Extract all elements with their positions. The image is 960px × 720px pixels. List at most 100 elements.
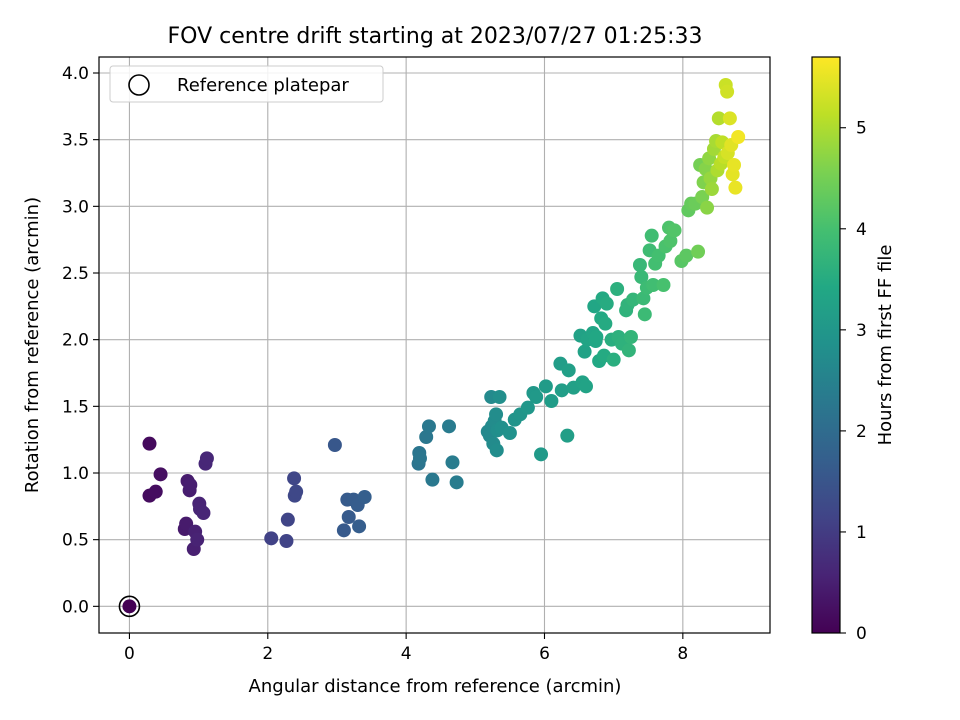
colorbar-tick-label: 4 [856, 220, 867, 240]
data-point [352, 519, 367, 534]
data-point [538, 379, 553, 394]
colorbar: 0 1 2 3 4 5 Hours from first FF file [811, 56, 896, 644]
data-point [425, 472, 440, 487]
data-point [142, 436, 157, 451]
data-point [636, 291, 651, 306]
data-point [529, 390, 544, 404]
data-point [520, 400, 535, 415]
data-point [623, 330, 638, 344]
data-point [663, 234, 678, 248]
data-point [632, 258, 647, 272]
data-point [336, 523, 351, 538]
data-point [554, 383, 569, 398]
data-point [731, 130, 746, 144]
legend-reference-marker [128, 74, 150, 96]
data-point [644, 228, 659, 243]
data-point [700, 200, 715, 215]
data-point [421, 419, 436, 434]
y-tick-label: 3.5 [62, 131, 89, 151]
y-tick-label: 2.0 [62, 331, 89, 351]
x-tick-label: 0 [124, 644, 135, 664]
axes-ticks: 0 2 4 6 8 0.0 0.5 1.0 1.5 2.0 2.5 3.0 3.5 4.0 [62, 64, 688, 664]
data-point [419, 430, 434, 444]
data-point [589, 330, 604, 344]
data-point [704, 182, 719, 196]
data-point [560, 428, 575, 443]
data-point [561, 363, 576, 378]
data-point [122, 599, 137, 614]
data-point [264, 531, 279, 546]
scatter-points [118, 78, 746, 618]
data-point [656, 278, 671, 292]
legend-entry-label: Reference platepar [177, 75, 349, 96]
reference-platepar-marker [118, 595, 141, 618]
y-tick-label: 1.5 [62, 397, 89, 417]
data-point [280, 512, 295, 527]
data-point [634, 270, 649, 284]
data-point [289, 484, 304, 499]
data-point [287, 471, 302, 486]
legend-box [109, 65, 384, 103]
data-point [199, 451, 214, 466]
data-point [489, 407, 504, 422]
data-point [667, 223, 682, 238]
colorbar-tick-label: 5 [856, 119, 867, 139]
data-point [412, 451, 427, 466]
data-point [606, 352, 621, 367]
y-tick-label: 1.0 [62, 464, 89, 484]
data-point [179, 516, 194, 531]
data-point [720, 84, 735, 99]
y-tick-label: 4.0 [62, 64, 89, 84]
data-point [357, 490, 372, 504]
y-tick-label: 3.0 [62, 197, 89, 217]
data-point [492, 390, 507, 404]
data-point [341, 510, 356, 524]
colorbar-gradient [811, 56, 841, 634]
data-point [577, 344, 592, 359]
data-point [621, 343, 636, 358]
y-tick-label: 0.5 [62, 531, 89, 551]
legend: Reference platepar [109, 65, 384, 103]
colorbar-tick-label: 0 [856, 624, 867, 644]
data-point [279, 534, 294, 548]
data-point [502, 426, 517, 440]
colorbar-tick-label: 1 [856, 523, 867, 543]
data-point [327, 438, 342, 452]
data-point [610, 282, 625, 296]
data-point [695, 190, 710, 204]
data-point [578, 379, 593, 394]
colorbar-tick-label: 3 [856, 321, 867, 341]
x-tick-label: 8 [677, 644, 688, 664]
colorbar-ticks: 0 1 2 3 4 5 [840, 119, 867, 644]
data-point [190, 532, 205, 547]
x-tick-label: 4 [401, 644, 412, 664]
x-axis-label: Angular distance from reference (arcmin) [249, 676, 622, 697]
data-point [449, 475, 464, 490]
data-point [691, 244, 706, 259]
data-point [637, 307, 652, 322]
grid [99, 57, 770, 633]
data-point [728, 180, 743, 195]
colorbar-tick-label: 2 [856, 422, 867, 442]
data-point [711, 111, 726, 126]
y-tick-label: 0.0 [62, 597, 89, 617]
data-point [599, 296, 614, 311]
data-point [534, 447, 549, 462]
data-point [646, 278, 661, 292]
x-tick-label: 6 [539, 644, 550, 664]
data-point [445, 455, 460, 470]
data-point [727, 158, 742, 172]
plot-area-frame [98, 56, 771, 634]
x-tick-label: 2 [262, 644, 273, 664]
data-point [183, 478, 198, 492]
chart-title: FOV centre drift starting at 2023/07/27 … [168, 24, 703, 49]
y-tick-label: 2.5 [62, 264, 89, 284]
data-point [598, 316, 613, 331]
data-point [544, 394, 559, 408]
y-axis-label: Rotation from reference (arcmin) [22, 197, 43, 493]
data-point [196, 506, 211, 520]
data-point [148, 484, 163, 499]
data-point [722, 111, 737, 126]
data-point [489, 443, 504, 458]
